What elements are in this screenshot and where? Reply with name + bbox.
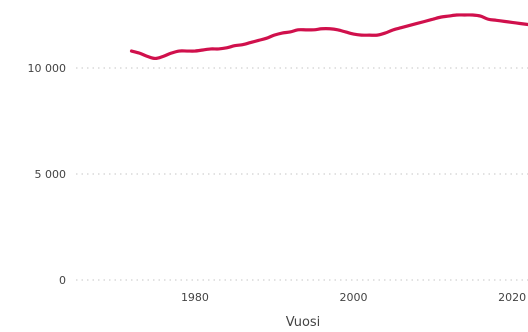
- y-tick-label: 5 000: [35, 168, 67, 181]
- y-tick-label: 0: [59, 274, 66, 287]
- x-tick-label: 1980: [181, 291, 209, 304]
- y-tick-label: 10 000: [28, 62, 67, 75]
- x-tick-label: 2000: [340, 291, 368, 304]
- y-axis-ticks: 0 5 000 10 000: [28, 62, 67, 287]
- series-layer: [129, 13, 528, 61]
- series-line-0: [129, 13, 528, 61]
- gridlines: [76, 67, 528, 281]
- x-tick-label: 2020: [498, 291, 526, 304]
- x-axis-title: Vuosi: [286, 315, 321, 330]
- x-axis-ticks: 1980 2000 2020: [181, 291, 526, 304]
